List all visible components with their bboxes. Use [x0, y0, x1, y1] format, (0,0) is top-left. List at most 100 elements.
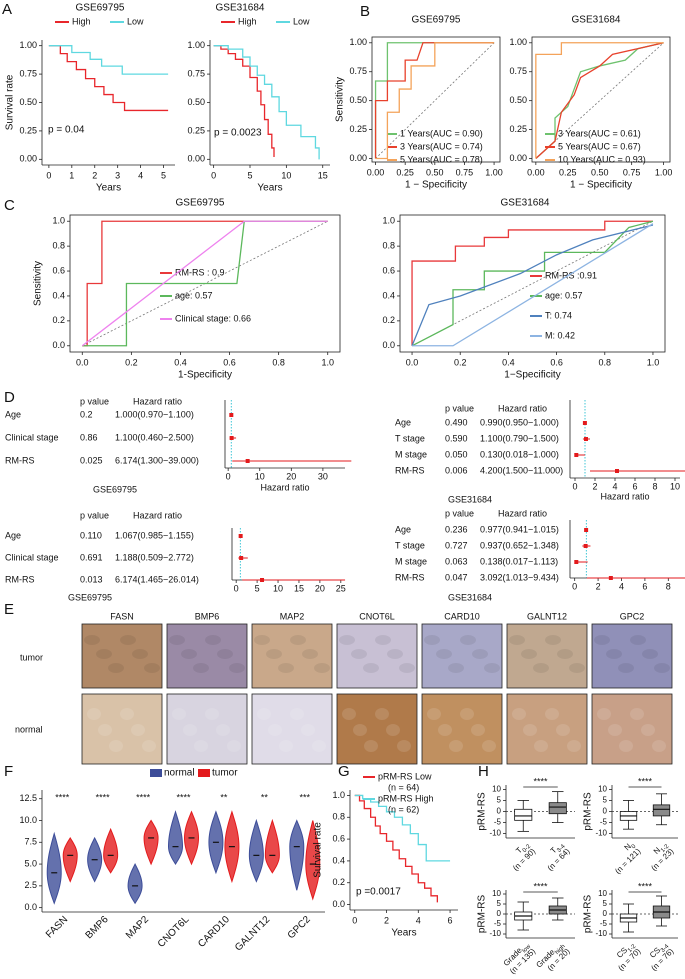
column-header: Hazard ratio: [498, 403, 547, 413]
ihc-texture: [448, 663, 464, 673]
x-tick-label: 3: [115, 170, 120, 180]
ihc-texture: [569, 663, 585, 673]
y-axis-label: Survival rate: [313, 822, 324, 878]
x-axis-label: Years: [257, 183, 282, 194]
row-label: T stage: [395, 433, 425, 443]
y-tick-label: 7.5: [24, 837, 37, 847]
annotation: p =0.0017: [356, 887, 401, 898]
box: [548, 802, 567, 815]
legend-label: M: 0.42: [545, 330, 575, 340]
x-tick-label: 15: [294, 583, 304, 593]
ihc-texture: [194, 740, 208, 752]
p-value: 0.013: [80, 574, 103, 584]
ihc-texture: [460, 635, 476, 645]
y-axis-label: Survival rate: [5, 74, 16, 130]
legend-swatch: [150, 769, 162, 777]
category-subscript: 3-4: [556, 843, 567, 854]
row-label: RM-RS: [395, 465, 425, 475]
x-tick-label: 2: [384, 915, 389, 925]
x-tick-label: 6: [448, 915, 453, 925]
box: [514, 808, 533, 821]
category-label: CS1-2(n = 70): [615, 943, 643, 973]
x-tick-label: 0.50: [591, 167, 609, 177]
p-value: 0.050: [445, 449, 468, 459]
y-tick-label: 0.8: [332, 812, 345, 822]
x-tick-label: 1.0: [321, 357, 334, 367]
y-tick-label: 10.0: [19, 815, 37, 825]
legend-label: Clinical stage: 0.66: [175, 313, 251, 323]
significance: ****: [136, 792, 151, 802]
ihc-texture: [375, 635, 391, 645]
x-tick-label: 8: [652, 481, 657, 491]
violin: [103, 827, 119, 874]
x-tick-label: 1.0: [647, 357, 660, 367]
legend-label: 10 Years(AUC = 0.93): [558, 154, 646, 164]
chart-title: GSE69795: [176, 198, 225, 209]
row-label: M stage: [395, 556, 427, 566]
row-label: T stage: [395, 540, 425, 550]
significance: ****: [638, 881, 653, 891]
y-tick-label: -5: [600, 919, 608, 928]
panel-label: D: [4, 389, 15, 406]
ihc-texture: [438, 724, 452, 736]
y-tick-label: 0.50: [187, 97, 205, 107]
y-tick-label: -10: [595, 829, 607, 838]
p-value: 0.025: [80, 455, 103, 465]
hazard-ratio: 1.067(0.985−1.155): [115, 530, 194, 540]
ihc-texture: [509, 635, 525, 645]
violin: [264, 818, 280, 874]
ihc-texture: [375, 708, 389, 720]
y-tick-label: 0.75: [187, 68, 205, 78]
x-tick-label: 0.75: [456, 167, 474, 177]
x-axis-label: Years: [391, 928, 416, 939]
ihc-image: [166, 693, 248, 765]
hazard-ratio: 6.174(1.465−26.014): [115, 574, 199, 584]
ihc-texture: [436, 649, 452, 659]
y-tick-label: 0.75: [349, 66, 367, 76]
x-tick-label: 0: [234, 583, 239, 593]
row-label: Age: [395, 417, 411, 427]
category-base: T: [549, 846, 559, 856]
ihc-texture: [630, 708, 644, 720]
ihc-texture: [606, 649, 622, 659]
column-header: p value: [445, 508, 474, 518]
ihc-texture: [169, 635, 185, 645]
gene-label: MAP2: [280, 611, 305, 621]
violin: [46, 831, 62, 905]
category-label: T3-4(n = 64): [546, 843, 572, 873]
gene-label: GPC2: [620, 611, 645, 621]
x-tick-label: 0.2: [454, 357, 467, 367]
ihc-texture: [449, 740, 463, 752]
series-line: [213, 45, 275, 158]
annotation: p = 0.0023: [214, 128, 262, 139]
x-tick-label: 0.4: [502, 357, 515, 367]
chart-title: GSE69795: [76, 3, 125, 14]
dataset-caption: GSE31684: [448, 592, 492, 602]
ihc-image: [421, 623, 503, 689]
panel-label: G: [338, 763, 350, 780]
x-tick-label: 10: [273, 583, 283, 593]
y-tick-label: 10: [492, 889, 501, 898]
y-tick-label: 0.25: [509, 124, 527, 134]
x-tick-label: 4: [619, 581, 624, 591]
dataset-caption: GSE31684: [448, 494, 492, 504]
ihc-texture: [142, 740, 156, 752]
row-label: tumor: [20, 652, 43, 662]
x-tick-label: 0.2: [125, 357, 138, 367]
ihc-texture: [302, 649, 318, 659]
ihc-texture: [181, 649, 197, 659]
ihc-image: [336, 623, 418, 689]
row-label: Age: [5, 530, 21, 540]
category-subscript: 0-2: [522, 843, 533, 854]
ihc-texture: [427, 708, 441, 720]
y-tick-label: 0.4: [382, 290, 395, 300]
category-subscript: 1-2: [660, 843, 671, 854]
ihc-texture: [534, 740, 548, 752]
y-tick-label: 0.00: [509, 153, 527, 163]
row-label: RM-RS: [5, 574, 35, 584]
gene-label: BMP6: [195, 611, 220, 621]
y-tick-label: 5: [603, 899, 608, 908]
x-tick-label: 0.8: [272, 357, 285, 367]
category-subscript: low: [521, 943, 532, 954]
hazard-point: [584, 437, 588, 441]
